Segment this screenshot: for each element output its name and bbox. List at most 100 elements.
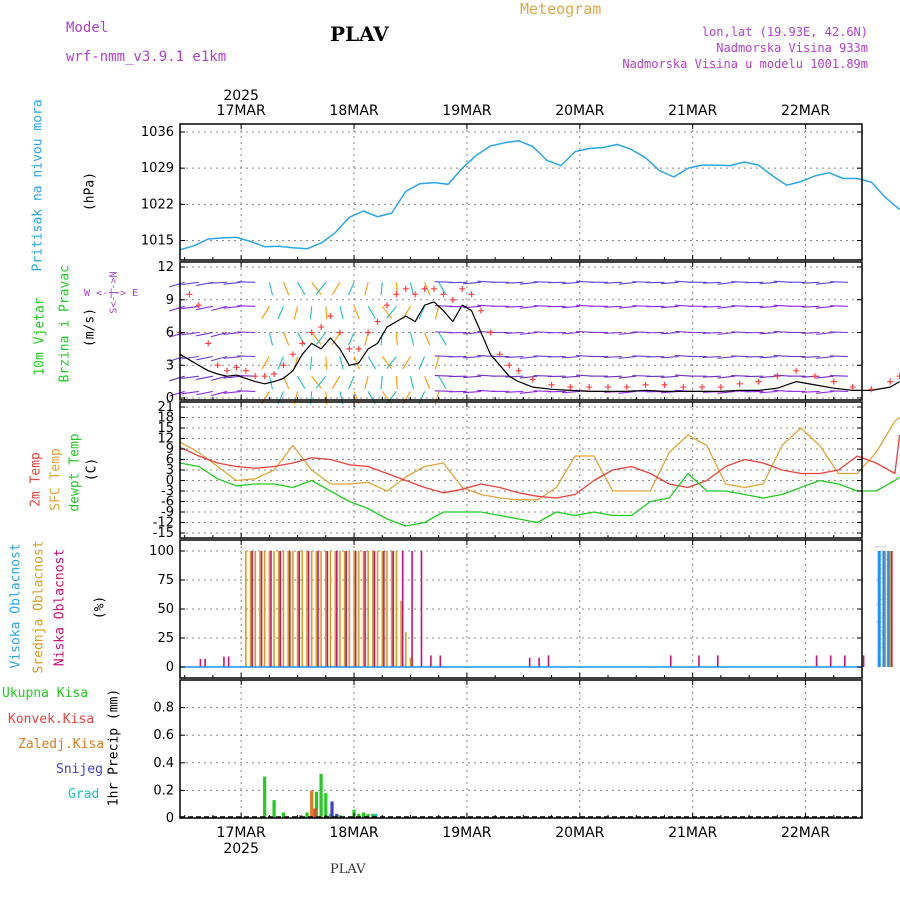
wind-vector [210, 331, 228, 338]
wind-vector [759, 331, 778, 335]
precip-bar [314, 791, 318, 818]
x-tick-label-top: 17MAR [217, 103, 266, 119]
wind-vector [604, 375, 623, 378]
gust-marker [755, 378, 762, 385]
x-tick-label-top: 22MAR [781, 103, 830, 119]
wind-vector [561, 281, 580, 285]
model-elevation-readout: Nadmorska Visina u modelu 1001.89m [622, 57, 868, 71]
gust-marker [529, 376, 536, 383]
wind-vector [325, 356, 328, 370]
wind-vector [660, 305, 679, 309]
wind-vector [386, 305, 397, 319]
wind-vector [169, 305, 185, 312]
wind-vector [505, 305, 524, 308]
wind-vector [181, 375, 199, 380]
wind-vector [463, 375, 482, 379]
wind-vector [395, 282, 398, 296]
wind-vector [829, 390, 848, 392]
gust-marker [496, 351, 503, 358]
y-tick-label: 75 [157, 573, 174, 588]
gust-marker [586, 384, 593, 391]
wind-vector [816, 390, 834, 394]
gust-marker [567, 384, 574, 391]
wind-vector [561, 375, 580, 379]
wind-vector [309, 356, 313, 370]
wind-vector [181, 331, 199, 336]
x-tick-label-bottom: 21MAR [668, 825, 717, 841]
wind-vector [519, 390, 538, 394]
gust-marker [717, 384, 724, 391]
gust-marker [487, 329, 494, 336]
wind-vector [424, 375, 431, 390]
wind-vector [660, 281, 679, 285]
wind-vector [364, 376, 369, 390]
wind-vector [268, 332, 274, 346]
gust-marker [393, 291, 400, 298]
gust-marker [412, 291, 419, 298]
gust-marker [623, 384, 630, 391]
wind-vector [829, 281, 848, 283]
wind-vector [434, 356, 440, 370]
wind-vector [505, 281, 524, 284]
gust-marker [605, 384, 612, 391]
wind-vector [463, 281, 482, 285]
panel-frames [179, 123, 863, 819]
gust-marker [224, 367, 231, 374]
wind-vector [604, 331, 623, 334]
wind-vector [196, 331, 214, 337]
gust-marker [318, 324, 325, 331]
gust-marker [680, 384, 687, 391]
wind-vector [331, 281, 341, 296]
precip-bar [330, 801, 334, 818]
wind-vector [829, 331, 848, 334]
gust-marker [830, 378, 837, 385]
y-tick-label: 1015 [141, 234, 174, 249]
footer-station: PLAV [330, 862, 366, 877]
model-name: wrf-nmm_v3.9.1 e1km [66, 49, 227, 65]
wind-vector [463, 355, 482, 359]
y-tick-label: 1029 [141, 161, 174, 176]
gust-marker [440, 291, 447, 298]
wind-vector [660, 355, 679, 359]
wind-vector [618, 281, 637, 285]
wind-vector [181, 355, 199, 360]
gust-marker [430, 285, 437, 292]
wind-vector [380, 282, 383, 296]
x-tick-label-bottom: 22MAR [781, 825, 830, 841]
wind-vector [169, 281, 185, 288]
wind-vector [181, 281, 199, 286]
wind-vector [801, 355, 820, 358]
wind-vector [282, 282, 290, 296]
wind-vector [561, 331, 580, 335]
x-tick-label-bottom: 20MAR [555, 825, 604, 841]
gust-marker [661, 381, 668, 388]
wind-vector [315, 332, 327, 345]
precip-bar [335, 813, 339, 818]
wind-vector [196, 390, 214, 396]
wind-vector [717, 305, 736, 309]
wind-vector [223, 355, 242, 359]
wind-vector [381, 356, 393, 369]
wind-vector [210, 390, 228, 397]
precip-bar [371, 813, 375, 818]
wind-vector [196, 305, 214, 311]
wind-vector [181, 390, 199, 395]
y-tick-label: 3 [166, 358, 174, 373]
wind-vector [223, 281, 242, 285]
wind-vector [816, 281, 834, 285]
wind-vector [717, 355, 736, 359]
wind-vector [196, 375, 214, 381]
wind-vector [277, 306, 284, 320]
precip-label-conv: Konvek.Kisa [8, 712, 95, 727]
wind-compass-ew: W <-|-> E [84, 288, 139, 299]
gust-marker [896, 373, 900, 380]
y-tick-label: 6 [166, 453, 174, 468]
y-tick-label: 9 [166, 293, 174, 308]
gust-marker [736, 380, 743, 387]
wind-vector [418, 306, 426, 320]
wind-vector [505, 355, 524, 358]
wind-vector [331, 375, 341, 389]
wind-vector [759, 390, 778, 394]
wind-vector [759, 281, 778, 285]
y-tick-label: 3 [166, 463, 174, 478]
